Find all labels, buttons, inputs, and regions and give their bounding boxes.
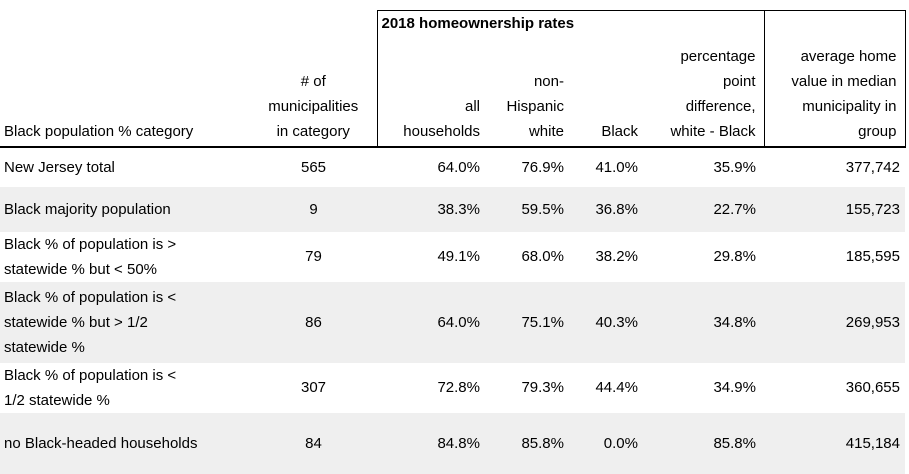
cell-avg-home-value: 377,742 [845, 158, 900, 176]
cell-non-hispanic-white: 75.1% [521, 313, 564, 331]
table-row: Black % of population is < 1/2 statewide… [0, 363, 905, 413]
table-row: Black % of population is > statewide % b… [0, 232, 905, 282]
cell-municipalities: 9 [309, 200, 318, 218]
cell-all-households: 72.8% [437, 379, 480, 396]
table-row: Black % of population is < statewide % b… [0, 281, 905, 363]
cell-category: Black % of population is < statewide % b… [4, 288, 177, 356]
table-row: Black majority population 9 38.3% 59.5% … [0, 186, 905, 232]
cell-category: no Black-headed households [4, 435, 198, 452]
cell-black: 40.3% [595, 313, 638, 331]
table-row: New Jersey total 565 64.0% 76.9% 41.0% 3… [0, 147, 905, 187]
cell-category: Black % of population is < 1/2 statewide… [4, 366, 177, 409]
table-header: 2018 homeownership rates average home va… [0, 0, 906, 148]
cell-pp-difference: 22.7% [713, 200, 756, 218]
cell-pp-difference: 29.8% [713, 248, 756, 265]
table-row: no Black-headed households 84 84.8% 85.8… [0, 412, 905, 474]
cell-all-households: 84.8% [437, 435, 480, 452]
blank-header-cell [0, 11, 377, 44]
cell-pp-difference: 85.8% [713, 435, 756, 452]
cell-all-households: 64.0% [437, 313, 480, 331]
cell-black: 41.0% [595, 158, 638, 176]
header-title-row: 2018 homeownership rates average home va… [0, 10, 906, 148]
header-spacer-row [0, 0, 905, 11]
column-header-avg-home-value: average home value in median municipalit… [763, 10, 906, 148]
cell-all-households: 38.3% [437, 200, 480, 218]
column-header-all-households: all households [376, 43, 487, 148]
cell-non-hispanic-white: 76.9% [521, 158, 564, 176]
cell-all-households: 64.0% [437, 158, 480, 176]
column-header-municipalities: # of municipalities in category [250, 43, 377, 148]
cell-municipalities: 307 [300, 379, 327, 396]
cell-pp-difference: 34.9% [713, 379, 756, 396]
column-header-category: Black population % category [0, 43, 250, 148]
cell-black: 36.8% [595, 200, 638, 218]
cell-avg-home-value: 360,655 [845, 379, 900, 396]
cell-all-households: 49.1% [437, 248, 480, 265]
header-labels-row: Black population % category # of municip… [0, 43, 905, 148]
cell-avg-home-value: 185,595 [845, 248, 900, 265]
cell-municipalities: 84 [305, 435, 322, 452]
cell-non-hispanic-white: 68.0% [521, 248, 564, 265]
cell-non-hispanic-white: 59.5% [521, 200, 564, 218]
cell-category: New Jersey total [4, 158, 115, 176]
cell-pp-difference: 35.9% [713, 158, 756, 176]
cell-municipalities: 565 [300, 158, 327, 176]
column-header-pp-difference: percentage point difference, white - Bla… [640, 43, 765, 148]
column-header-black: Black [569, 43, 640, 148]
cell-black: 0.0% [603, 435, 638, 452]
cell-category: Black majority population [4, 200, 171, 218]
cell-municipalities: 86 [305, 313, 322, 331]
table-body: New Jersey total 565 64.0% 76.9% 41.0% 3… [0, 147, 905, 474]
column-header-non-hispanic-white: non- Hispanic white [487, 43, 569, 148]
cell-municipalities: 79 [305, 248, 322, 265]
cell-black: 38.2% [595, 248, 638, 265]
cell-non-hispanic-white: 79.3% [521, 379, 564, 396]
homeownership-rates-group-title: 2018 homeownership rates [376, 10, 765, 44]
cell-avg-home-value: 155,723 [845, 200, 900, 218]
cell-category: Black % of population is > statewide % b… [4, 235, 177, 278]
cell-avg-home-value: 415,184 [845, 435, 900, 452]
cell-black: 44.4% [595, 379, 638, 396]
cell-avg-home-value: 269,953 [845, 313, 900, 331]
cell-pp-difference: 34.8% [713, 313, 756, 331]
cell-non-hispanic-white: 85.8% [521, 435, 564, 452]
header-spacer-cell [0, 0, 905, 11]
